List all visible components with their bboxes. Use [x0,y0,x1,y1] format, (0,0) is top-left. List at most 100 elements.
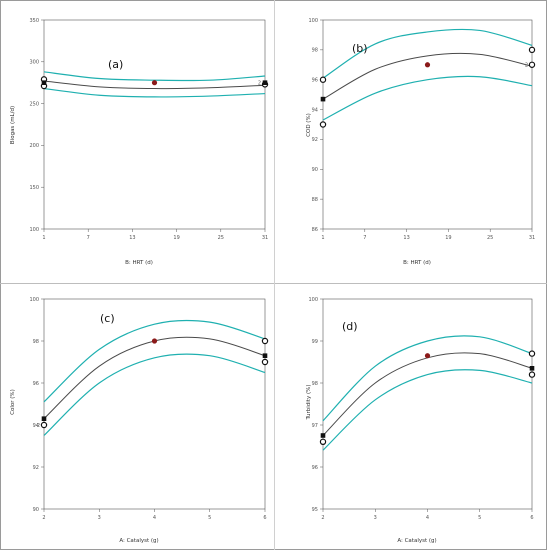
x-tick-label: 5 [478,515,481,521]
chart-panel-1: 1 7 13 19 25 31 100 150 200 250 300 350 B: HRT (d) Bi… [10,18,269,266]
y-tick-label: 98 [312,381,318,387]
x-tick-label: 2 [42,515,45,521]
y-tick-label: 86 [312,227,318,233]
y-axis-label: Biogas (mL/d) [10,106,16,144]
x-tick-label: 4 [426,515,429,521]
y-tick-label: 100 [29,227,39,233]
y-tick-label: 96 [33,381,39,387]
filled-square-point [41,80,47,85]
panel-label: (a) [108,58,123,71]
panel-divider-horizontal [0,283,547,284]
point-count-label: 2 [525,63,528,69]
x-axis-label: B: HRT (d) [403,260,431,266]
x-tick-label: 5 [208,515,211,521]
filled-square-point [41,416,47,421]
y-tick-label: 88 [312,197,318,203]
y-axis-label: Turbidity (%) [306,385,312,421]
y-tick-label: 100 [308,297,318,303]
y-tick-label: 90 [312,167,318,173]
x-tick-label: 4 [153,515,156,521]
filled-square-point [320,433,326,438]
y-tick-label: 95 [312,507,318,513]
x-axis-label: A: Catalyst (g) [397,538,436,544]
x-tick-label: 1 [42,235,45,241]
fit-line [43,336,266,420]
chart-panel-4: 2 3 4 5 6 95 96 97 98 99 100 A: Catalyst (g) Turbidi… [306,297,536,544]
open-point [528,61,536,68]
y-tick-label: 200 [29,143,39,149]
open-point [319,121,327,128]
x-tick-label: 13 [129,235,135,241]
x-tick-label: 3 [98,515,101,521]
design-point [151,338,158,344]
y-tick-label: 100 [308,18,318,24]
y-tick-label: 300 [29,60,39,66]
x-axis-label: B: HRT (d) [125,260,153,266]
panel-label: (d) [342,320,358,333]
chart-panel-2: 1 7 13 19 25 31 86 88 90 92 94 96 98 100 B: HRT (d) COD… [306,18,536,266]
x-tick-label: 31 [262,235,268,241]
y-tick-label: 92 [33,465,39,471]
panel-divider-vertical [274,0,275,550]
ci-upper-line [322,335,533,422]
x-tick-label: 7 [363,235,366,241]
open-point [528,46,536,54]
y-tick-label: 250 [29,101,39,107]
open-point [528,350,536,357]
ci-lower-line [322,75,533,121]
open-point [261,358,269,366]
ci-lower-line [43,87,266,98]
y-axis-label: Color (%) [10,389,16,415]
fit-line [43,80,266,90]
ci-upper-line [43,71,266,82]
y-tick-label: 97 [312,423,318,429]
x-tick-label: 19 [173,235,179,241]
chart-panel-3: 2 3 4 5 6 90 92 94 96 98 100 A: Catalyst (g) Color (… [10,297,269,544]
open-point [319,76,327,83]
fit-line [322,52,533,100]
y-tick-label: 90 [33,507,39,513]
design-point [424,353,431,359]
open-point [261,337,269,345]
x-tick-label: 25 [218,235,224,241]
point-count-label: 2 [37,423,40,429]
panel-label: (c) [100,312,115,325]
open-point [528,371,536,378]
x-tick-label: 6 [263,515,266,521]
y-tick-label: 350 [29,18,39,24]
plot-area [43,19,266,230]
y-tick-label: 98 [33,339,39,345]
y-tick-label: 150 [29,185,39,191]
y-tick-label: 100 [29,297,39,303]
y-axis-label: COD (%) [306,113,312,137]
design-point [424,62,431,68]
x-tick-label: 7 [87,235,90,241]
x-tick-label: 19 [445,235,451,241]
y-tick-label: 94 [33,423,39,429]
ci-upper-line [43,319,266,403]
filled-square-point [320,96,326,102]
y-tick-label: 96 [312,465,318,471]
x-axis-label: A: Catalyst (g) [119,538,158,544]
x-tick-label: 25 [487,235,493,241]
fit-line [322,352,533,436]
ci-lower-line [322,369,533,451]
x-tick-label: 1 [321,235,324,241]
x-tick-label: 6 [530,515,533,521]
y-tick-label: 94 [312,107,318,113]
x-tick-label: 3 [374,515,377,521]
panel-label: (b) [352,42,368,55]
x-tick-label: 2 [321,515,324,521]
y-tick-label: 96 [312,78,318,84]
open-point [319,438,327,445]
y-tick-label: 99 [312,339,318,345]
ci-upper-line [322,28,533,79]
plot-area [43,298,266,510]
point-count-label: 2 [258,81,261,87]
x-tick-label: 13 [403,235,409,241]
filled-square-point [529,366,535,371]
ci-lower-line [43,353,266,436]
open-point [40,421,48,429]
y-tick-label: 92 [312,137,318,143]
